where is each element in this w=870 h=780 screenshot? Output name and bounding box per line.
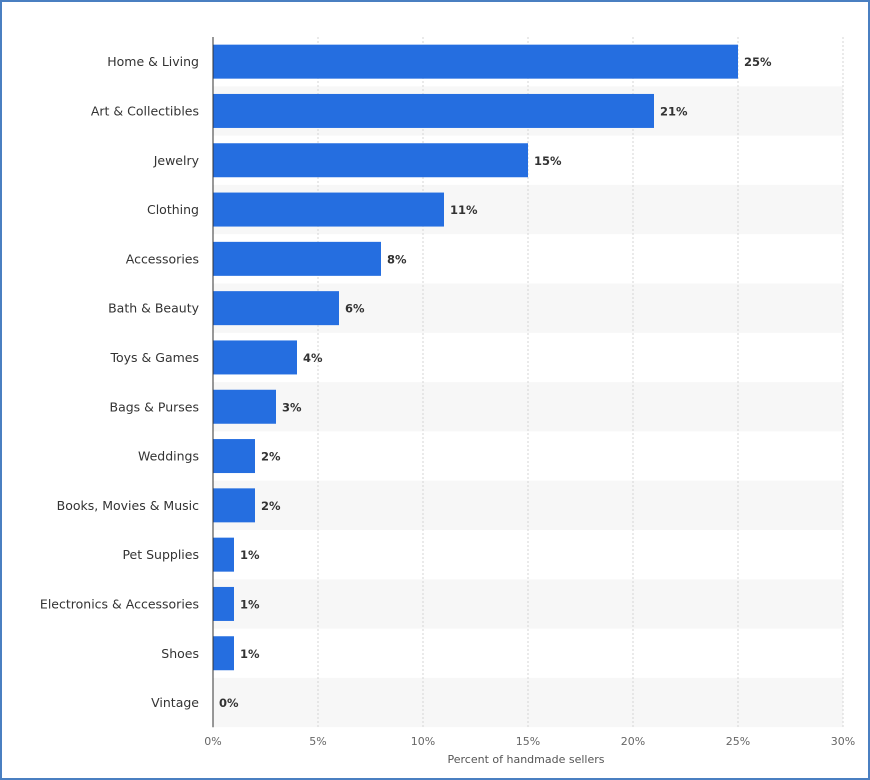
bar [213, 192, 444, 227]
x-tick-label: 0% [204, 735, 221, 748]
bar [213, 241, 381, 276]
grid-lines [317, 37, 844, 728]
bar [213, 143, 528, 178]
value-label: 1% [240, 548, 260, 562]
category-label: Art & Collectibles [91, 103, 199, 118]
value-label: 15% [534, 154, 562, 168]
bar [213, 291, 339, 326]
bar [213, 636, 234, 671]
x-tick-label: 5% [309, 735, 326, 748]
bar [213, 44, 738, 79]
x-tick-labels: 0% 5% 10% 15% 20% 25% 30% [204, 735, 855, 748]
category-label: Clothing [147, 202, 199, 217]
bar [213, 586, 234, 621]
category-label: Home & Living [107, 54, 199, 69]
row-band [213, 579, 843, 629]
category-label: Electronics & Accessories [40, 596, 199, 611]
category-label: Weddings [138, 449, 199, 464]
category-label: Accessories [126, 251, 199, 266]
value-label: 2% [261, 499, 281, 513]
category-label: Bags & Purses [110, 399, 199, 414]
category-label: Books, Movies & Music [57, 498, 199, 513]
value-labels: 25% 21% 15% 11% 8% 6% 4% 3% 2% 2% 1% 1% 1% 0% [219, 55, 772, 710]
value-label: 2% [261, 450, 281, 464]
value-label: 21% [660, 104, 688, 118]
x-tick-label: 30% [831, 735, 855, 748]
bar [213, 93, 654, 128]
category-label: Pet Supplies [122, 547, 199, 562]
bar [213, 537, 234, 572]
value-label: 1% [240, 647, 260, 661]
category-label: Jewelry [153, 153, 200, 168]
bars [213, 44, 738, 671]
value-label: 25% [744, 55, 772, 69]
category-labels: Home & Living Art & Collectibles Jewelry Cl… [40, 54, 200, 710]
bar [213, 340, 297, 375]
value-label: 11% [450, 203, 478, 217]
category-label: Toys & Games [110, 350, 200, 365]
bar [213, 439, 255, 474]
value-label: 6% [345, 302, 365, 316]
value-label: 4% [303, 351, 323, 365]
bar [213, 389, 276, 424]
x-axis-title: Percent of handmade sellers [448, 753, 605, 766]
x-tick-label: 25% [726, 735, 750, 748]
value-label: 3% [282, 400, 302, 414]
value-label: 8% [387, 252, 407, 266]
category-label: Bath & Beauty [108, 301, 200, 316]
bar [213, 488, 255, 523]
category-label: Vintage [151, 695, 199, 710]
value-label: 1% [240, 597, 260, 611]
x-tick-label: 20% [621, 735, 645, 748]
x-tick-label: 15% [516, 735, 540, 748]
category-label: Shoes [161, 646, 199, 661]
x-tick-label: 10% [411, 735, 435, 748]
value-label: 0% [219, 696, 239, 710]
